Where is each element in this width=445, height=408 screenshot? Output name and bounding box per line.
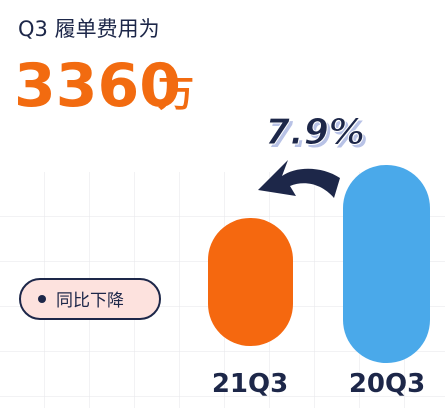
amount: 3360 [14, 51, 181, 121]
amount-unit: 万 [158, 74, 194, 115]
bar-20q3 [343, 165, 430, 363]
badge-text: 同比下降 [56, 291, 124, 311]
badge [19, 278, 161, 320]
badge-dot [38, 295, 46, 303]
change-shadow: 7.9% [268, 115, 368, 156]
bar-21q3 [208, 218, 293, 346]
change: 7.9% [265, 112, 365, 153]
title: Q3 履单费用为 [18, 17, 160, 41]
arrow [258, 160, 340, 198]
bar-label: 21Q3 [212, 369, 288, 399]
bar-label: 20Q3 [349, 369, 425, 399]
